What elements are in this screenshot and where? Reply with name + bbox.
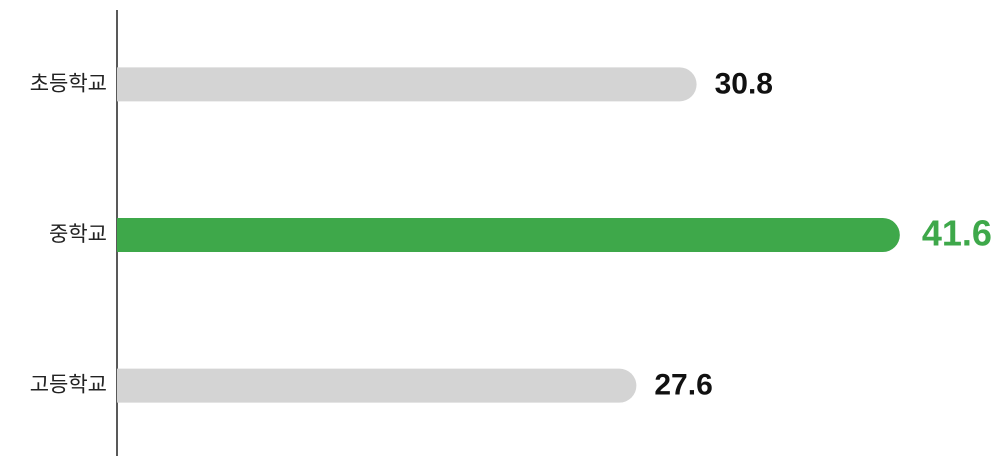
value-label: 30.8	[715, 67, 773, 100]
value-label: 41.6	[922, 213, 992, 254]
category-label: 고등학교	[30, 373, 107, 397]
bar	[117, 67, 697, 102]
category-label: 초등학교	[30, 71, 107, 95]
category-label: 중학교	[49, 222, 107, 246]
bar	[117, 218, 900, 252]
value-label: 27.6	[654, 369, 712, 402]
bar	[117, 368, 637, 403]
